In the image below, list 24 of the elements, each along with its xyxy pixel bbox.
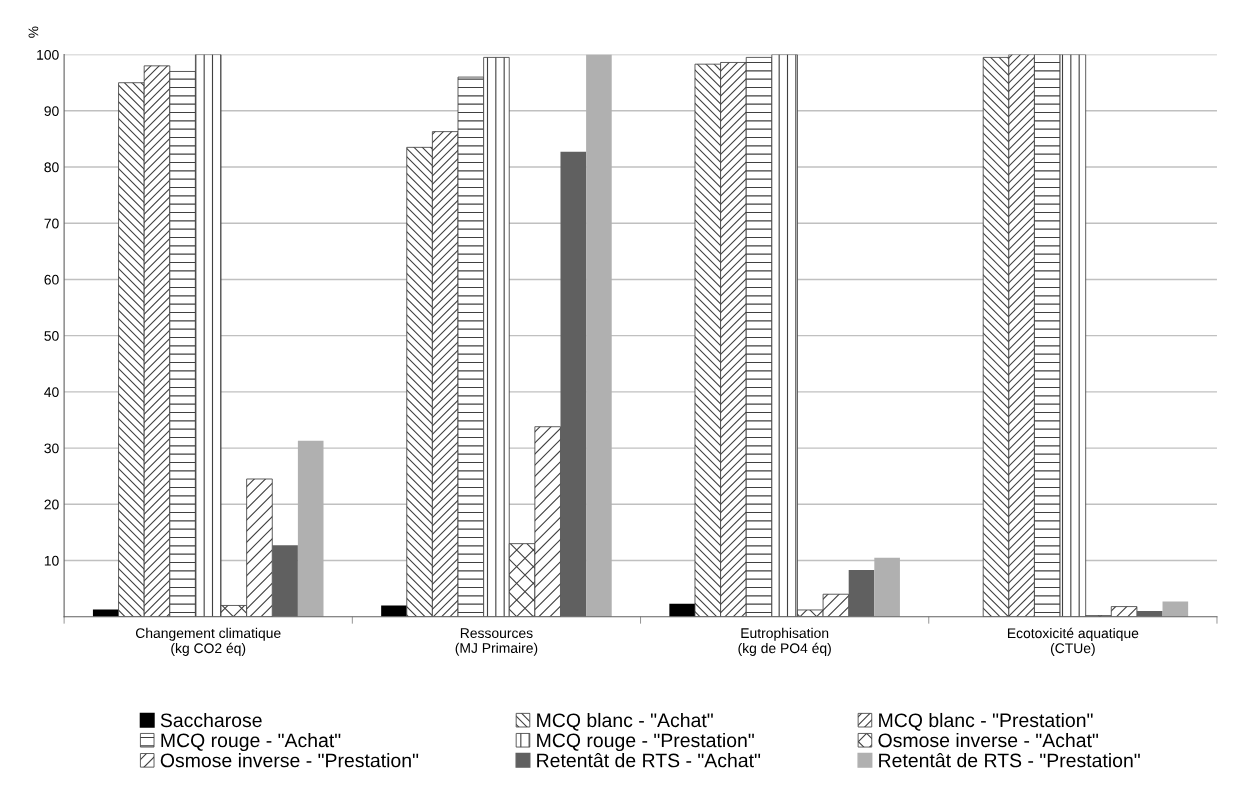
- x-tick-label: Changement climatique (kg CO2 éq): [135, 627, 281, 656]
- y-tick-label: 20: [44, 499, 59, 510]
- legend-label: Osmose inverse - "Achat": [878, 732, 1099, 748]
- y-tick-label: 50: [44, 330, 59, 341]
- x-tick-label: Eutrophisation (kg de PO4 éq): [738, 627, 831, 656]
- legend-label: Osmose inverse - "Prestation": [160, 753, 419, 768]
- y-tick-label: 80: [44, 162, 59, 173]
- y-tick-label: 30: [44, 443, 59, 454]
- legend-label: Retentât de RTS - "Achat": [537, 752, 761, 768]
- legend-label: MCQ blanc - "Achat": [537, 712, 713, 731]
- legend-label: MCQ blanc - "Prestation": [879, 712, 1093, 731]
- y-tick-label: 70: [44, 218, 59, 229]
- legend-label: MCQ rouge - "Achat": [161, 732, 341, 752]
- y-tick-label: 60: [44, 274, 59, 285]
- legend-label: Retentât de RTS - "Prestation": [879, 752, 1140, 768]
- y-axis-title: %: [28, 26, 39, 38]
- legend-label: MCQ rouge - "Prestation": [537, 732, 754, 752]
- y-tick-label: 90: [44, 106, 59, 116]
- x-tick-label: Ecotoxicité aquatique (CTUe): [1007, 627, 1139, 656]
- y-tick-label: 100: [37, 49, 59, 60]
- y-tick-label: 40: [44, 387, 59, 398]
- legend-label: Saccharose: [160, 712, 262, 728]
- y-tick-label: 10: [44, 555, 59, 566]
- x-tick-label: Ressources (MJ Primaire): [455, 628, 538, 656]
